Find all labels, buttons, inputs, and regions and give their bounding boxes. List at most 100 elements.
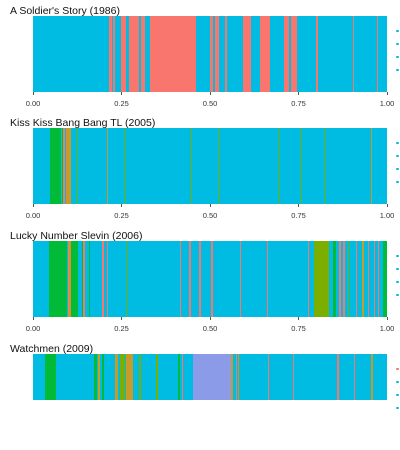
- x-tick-label: 0.25: [114, 211, 129, 220]
- segment-bar: [83, 241, 85, 317]
- x-tick-label: 1.00: [379, 99, 395, 108]
- segment-bar: [230, 354, 234, 400]
- segment-bar: [339, 241, 341, 317]
- x-tick-label: 0.50: [202, 211, 218, 220]
- segment-bar: [224, 16, 227, 92]
- x-tick-mark: [32, 92, 34, 95]
- segment-bar: [259, 16, 271, 92]
- segment-bar: [352, 16, 355, 92]
- segment-bar: [81, 241, 83, 317]
- segment-bar: [323, 128, 326, 204]
- segment-bar: [120, 354, 126, 400]
- segment-bar: [267, 354, 270, 400]
- segment-bar: [178, 354, 180, 400]
- legend-key: [396, 381, 399, 383]
- x-tick-label: 0.00: [25, 211, 41, 220]
- legend-key: [396, 268, 399, 270]
- legend-key: [396, 69, 399, 71]
- segment-bar: [211, 241, 213, 317]
- legend-key: [396, 368, 399, 370]
- timeline-strip: [33, 16, 387, 92]
- timeline-strip: [33, 241, 387, 317]
- segment-bar: [362, 241, 364, 317]
- segment-bar: [199, 241, 201, 317]
- segment-bar: [217, 128, 219, 204]
- segment-bar: [236, 354, 238, 400]
- segment-bar: [299, 128, 301, 204]
- x-tick-label: 0.00: [25, 99, 41, 108]
- segment-bar: [97, 354, 100, 400]
- segment-bar: [333, 241, 336, 317]
- legend-key: [396, 43, 399, 45]
- x-tick-label: 0.50: [202, 99, 218, 108]
- segment-bar: [371, 128, 373, 204]
- segment-bar: [373, 241, 375, 317]
- x-tick-mark: [386, 317, 388, 320]
- x-tick-mark: [32, 317, 34, 320]
- x-tick-label: 0.50: [202, 324, 218, 333]
- x-tick-mark: [209, 92, 211, 95]
- legend-key: [396, 294, 399, 296]
- segment-bar: [237, 354, 240, 400]
- legend-key: [396, 56, 399, 58]
- segment-bar: [377, 16, 379, 92]
- legend-key: [396, 168, 399, 170]
- segment-bar: [215, 16, 219, 92]
- segment-bar: [44, 354, 56, 400]
- legend-key: [396, 30, 399, 32]
- x-tick-mark: [298, 92, 299, 95]
- segment-bar: [93, 354, 97, 400]
- segment-bar: [71, 241, 79, 317]
- segment-bar: [48, 241, 67, 317]
- segment-bar: [102, 354, 104, 400]
- segment-bar: [290, 16, 297, 92]
- segment-bar: [348, 241, 350, 317]
- segment-bar: [115, 354, 119, 400]
- chart-title: Lucky Number Slevin (2006): [10, 230, 143, 242]
- x-tick-mark: [386, 204, 388, 207]
- segment-bar: [182, 354, 184, 400]
- legend-key: [396, 255, 399, 257]
- x-tick-label: 1.00: [379, 324, 395, 333]
- segment-bar: [337, 354, 339, 400]
- chart-panel: Watchmen (2009): [0, 338, 400, 450]
- segment-bar: [189, 241, 192, 317]
- x-tick-label: 0.00: [25, 324, 41, 333]
- x-tick-label: 0.75: [291, 324, 306, 333]
- segment-bar: [49, 128, 61, 204]
- segment-bar: [193, 354, 232, 400]
- timeline-strip: [33, 354, 387, 400]
- segment-bar: [62, 128, 64, 204]
- segment-bar: [355, 241, 358, 317]
- segment-bar: [156, 354, 158, 400]
- x-tick-mark: [298, 204, 299, 207]
- chart-title: Watchmen (2009): [10, 343, 94, 355]
- x-tick-mark: [209, 317, 211, 320]
- segment-bar: [88, 241, 90, 317]
- segment-bar: [243, 16, 251, 92]
- x-tick-mark: [298, 317, 299, 320]
- segment-bar: [307, 241, 310, 317]
- segment-bar: [316, 16, 318, 92]
- x-tick-mark: [121, 92, 122, 95]
- segment-bar: [106, 128, 109, 204]
- x-tick-label: 0.75: [291, 99, 306, 108]
- legend-key: [396, 407, 399, 409]
- legend-key: [396, 181, 399, 183]
- segment-bar: [124, 128, 126, 204]
- chart-panel: A Soldier's Story (1986) 0.00 0.25 0.50 0.75…: [0, 0, 400, 112]
- segment-bar: [141, 16, 145, 92]
- segment-bar: [371, 354, 373, 400]
- segment-bar: [113, 16, 116, 92]
- segment-bar: [109, 16, 112, 92]
- segment-bar: [125, 241, 128, 317]
- x-tick-mark: [209, 204, 211, 207]
- segment-bar: [353, 354, 356, 400]
- legend-key: [396, 142, 399, 144]
- x-tick-label: 1.00: [379, 211, 395, 220]
- segment-bar: [125, 354, 133, 400]
- legend-key: [396, 394, 399, 396]
- segment-bar: [102, 241, 105, 317]
- x-tick-label: 0.75: [291, 211, 306, 220]
- segment-bar: [277, 128, 280, 204]
